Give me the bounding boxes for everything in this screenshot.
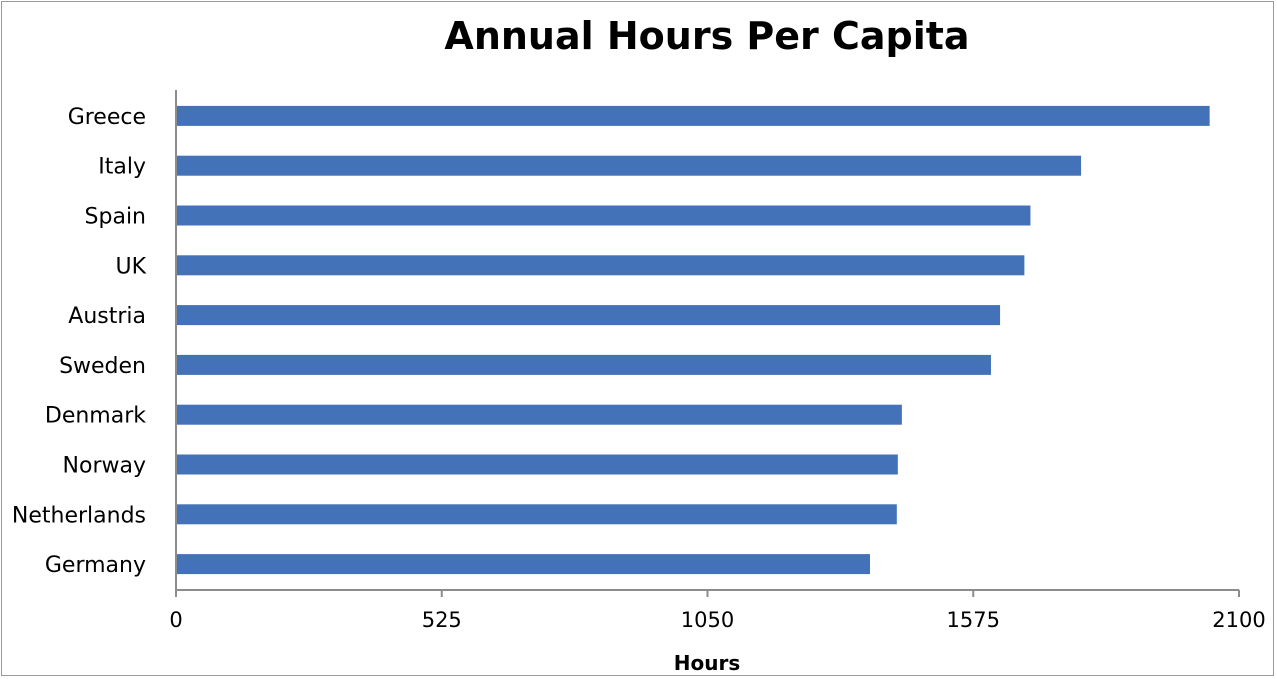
bar-italy bbox=[176, 155, 1082, 176]
chart-title: Annual Hours Per Capita bbox=[444, 14, 969, 58]
bar-netherlands bbox=[176, 504, 897, 525]
bar-uk bbox=[176, 255, 1025, 276]
category-label: Denmark bbox=[45, 404, 146, 429]
category-label: Greece bbox=[68, 105, 146, 130]
category-label: Austria bbox=[68, 304, 146, 329]
bar-spain bbox=[176, 205, 1031, 226]
bar-norway bbox=[176, 454, 898, 475]
x-tick-label: 1575 bbox=[947, 608, 1000, 632]
category-labels: Greece Italy Spain UK Austria Sweden Denmark No… bbox=[12, 105, 147, 578]
category-label: Norway bbox=[63, 454, 146, 479]
x-tick-label: 0 bbox=[169, 608, 182, 632]
category-label: Sweden bbox=[59, 354, 146, 379]
x-axis-label: Hours bbox=[674, 651, 740, 675]
category-label: Germany bbox=[45, 553, 146, 578]
bar-greece bbox=[176, 105, 1210, 126]
x-ticks: 0 525 1050 1575 2100 bbox=[169, 590, 1266, 632]
category-label: Spain bbox=[85, 205, 146, 230]
x-tick-label: 525 bbox=[422, 608, 462, 632]
x-tick-label: 2100 bbox=[1212, 608, 1265, 632]
bar-denmark bbox=[176, 404, 902, 425]
category-label: UK bbox=[115, 254, 146, 279]
x-tick-label: 1050 bbox=[681, 608, 734, 632]
bars-group bbox=[176, 105, 1210, 575]
category-label: Italy bbox=[98, 155, 146, 180]
bar-sweden bbox=[176, 354, 991, 375]
bar-germany bbox=[176, 554, 870, 575]
category-label: Netherlands bbox=[12, 503, 146, 528]
bar-austria bbox=[176, 305, 1001, 326]
